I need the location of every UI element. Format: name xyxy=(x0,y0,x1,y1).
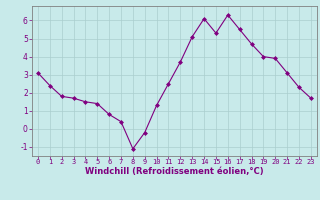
X-axis label: Windchill (Refroidissement éolien,°C): Windchill (Refroidissement éolien,°C) xyxy=(85,167,264,176)
